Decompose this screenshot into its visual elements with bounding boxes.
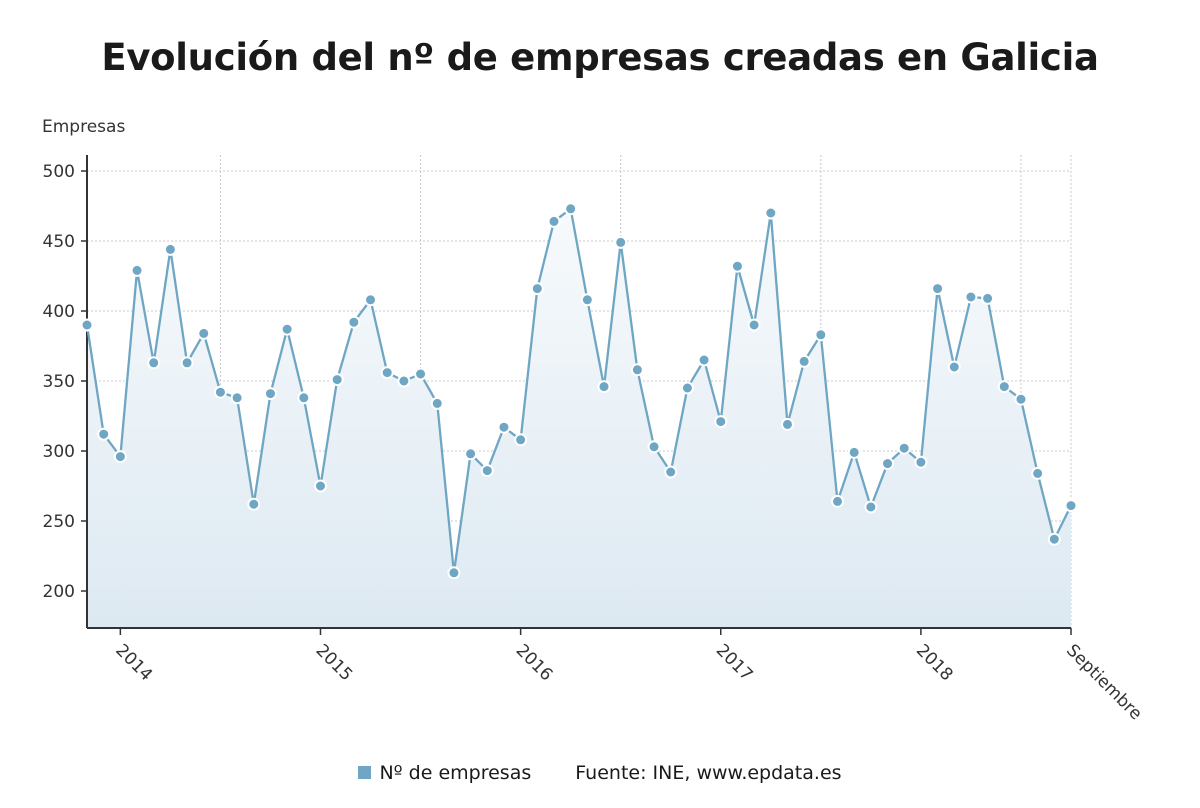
- data-point: [514, 433, 528, 447]
- x-tick-label: 2017: [712, 640, 757, 685]
- data-point: [447, 566, 461, 580]
- data-point: [997, 380, 1011, 394]
- data-point: [747, 318, 761, 332]
- data-point: [497, 420, 511, 434]
- data-point: [213, 385, 227, 399]
- chart-title: Evolución del nº de empresas creadas en …: [101, 36, 1099, 79]
- data-point: [780, 417, 794, 431]
- data-point: [297, 391, 311, 405]
- x-tick-label: 2014: [111, 640, 156, 685]
- data-point: [814, 328, 828, 342]
- x-tick-labels: 2014 2015 2016 2017 2018 Septiembre: [111, 640, 1145, 724]
- y-tick-labels: 200 250 300 350 400 450 500: [43, 162, 75, 602]
- data-point: [831, 494, 845, 508]
- series-area: [87, 208, 1071, 629]
- data-point: [564, 202, 578, 216]
- y-tick-label: 400: [43, 302, 75, 322]
- data-point: [80, 318, 94, 332]
- data-point: [797, 354, 811, 368]
- data-point: [730, 259, 744, 273]
- data-point: [97, 427, 111, 441]
- data-point: [1047, 532, 1061, 546]
- legend-swatch: [358, 766, 372, 779]
- data-point: [464, 447, 478, 461]
- y-tick-label: 450: [43, 232, 75, 252]
- x-tick-label: Septiembre: [1062, 640, 1146, 724]
- data-point: [630, 363, 644, 377]
- data-point: [947, 360, 961, 374]
- data-point: [380, 366, 394, 380]
- data-point: [1014, 392, 1028, 406]
- data-point: [330, 373, 344, 387]
- data-point: [197, 326, 211, 340]
- data-point: [981, 291, 995, 305]
- data-point: [931, 282, 945, 296]
- data-point: [614, 235, 628, 249]
- data-point: [764, 206, 778, 220]
- data-point: [864, 500, 878, 514]
- data-point: [897, 441, 911, 455]
- y-tick-label: 350: [43, 372, 75, 392]
- data-point: [147, 356, 161, 370]
- x-tick-label: 2016: [512, 640, 557, 685]
- data-point: [480, 464, 494, 478]
- data-point: [714, 415, 728, 429]
- data-point: [964, 290, 978, 304]
- data-point: [881, 457, 895, 471]
- y-axis-label: Empresas: [42, 117, 125, 137]
- data-point: [230, 391, 244, 405]
- data-point: [397, 374, 411, 388]
- legend-series-label: Nº de empresas: [379, 762, 532, 784]
- source-text: Fuente: INE, www.epdata.es: [575, 762, 842, 784]
- y-tick-label: 300: [43, 442, 75, 462]
- data-point: [163, 242, 177, 256]
- data-point: [530, 282, 544, 296]
- series-markers: [80, 202, 1078, 580]
- data-point: [664, 465, 678, 479]
- data-point: [414, 367, 428, 381]
- data-point: [364, 293, 378, 307]
- data-point: [430, 396, 444, 410]
- data-point: [1064, 499, 1078, 513]
- data-point: [697, 353, 711, 367]
- data-point: [130, 263, 144, 277]
- axes: [81, 155, 1072, 635]
- data-point: [547, 214, 561, 228]
- data-point: [914, 455, 928, 469]
- data-point: [580, 293, 594, 307]
- data-point: [313, 479, 327, 493]
- y-tick-label: 500: [43, 162, 75, 182]
- data-point: [180, 356, 194, 370]
- data-point: [247, 497, 261, 511]
- data-point: [1031, 466, 1045, 480]
- data-point: [263, 387, 277, 401]
- data-point: [113, 450, 127, 464]
- data-point: [280, 322, 294, 336]
- data-point: [347, 315, 361, 329]
- legend: Nº de empresas Fuente: INE, www.epdata.e…: [0, 762, 1200, 784]
- data-point: [647, 440, 661, 454]
- x-tick-label: 2018: [912, 640, 957, 685]
- data-point: [847, 445, 861, 459]
- data-point: [680, 381, 694, 395]
- data-point: [597, 380, 611, 394]
- x-tick-label: 2015: [312, 640, 357, 685]
- y-tick-label: 200: [43, 582, 75, 602]
- y-tick-label: 250: [43, 512, 75, 532]
